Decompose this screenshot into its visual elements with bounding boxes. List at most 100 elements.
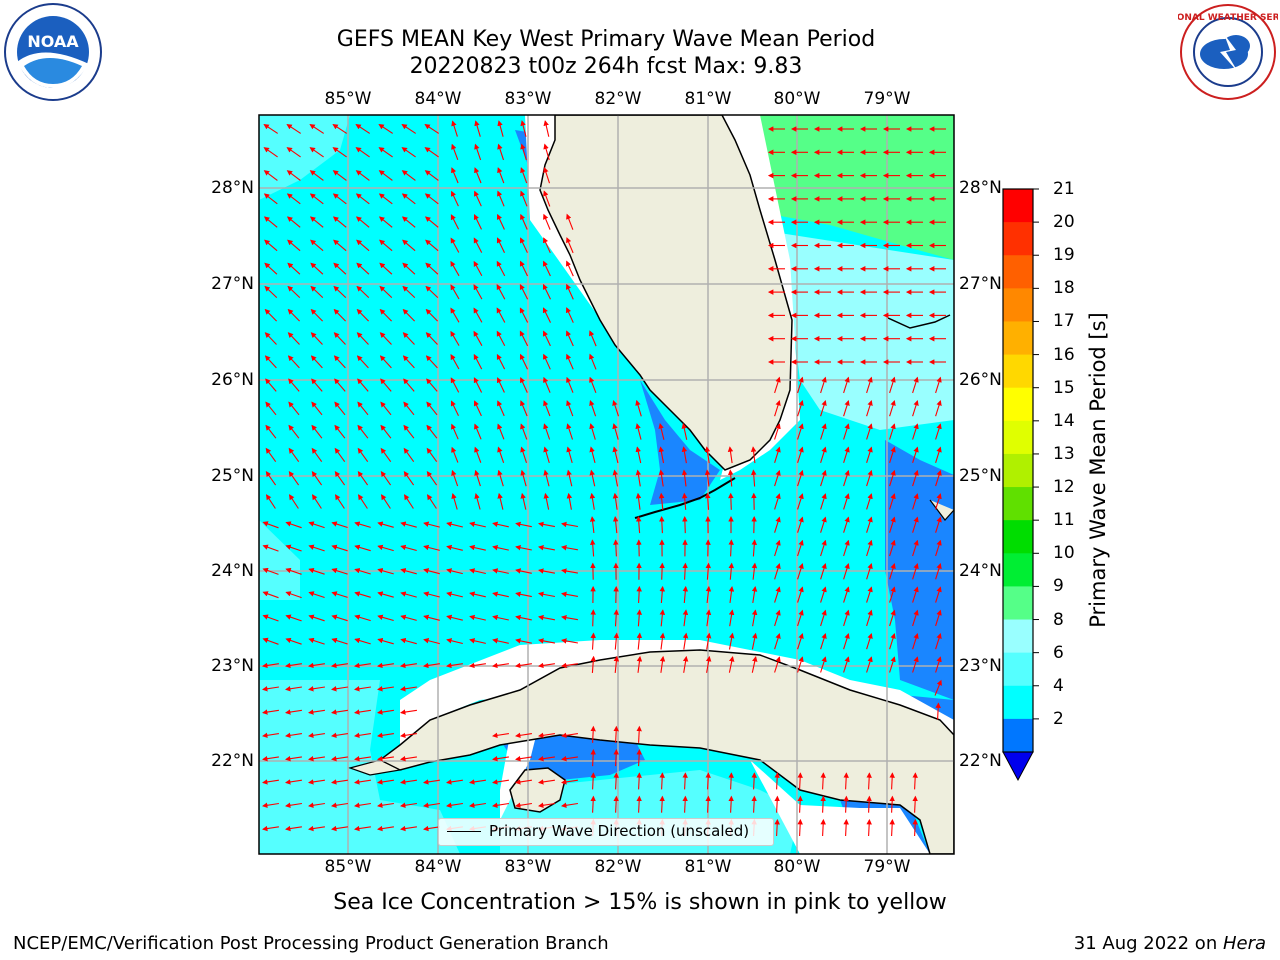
wave-arrow bbox=[265, 447, 277, 463]
colorbar-tick-label: 10 bbox=[1053, 543, 1075, 564]
wave-arrow bbox=[843, 772, 849, 790]
colorbar bbox=[1002, 188, 1039, 782]
bahamas-andros bbox=[929, 499, 954, 521]
wave-arrow bbox=[496, 237, 505, 253]
wave-arrow bbox=[331, 544, 348, 552]
colorbar-segment bbox=[1003, 255, 1033, 289]
wave-arrow bbox=[705, 492, 711, 510]
wave-arrow bbox=[561, 568, 578, 574]
wave-arrow bbox=[331, 686, 348, 692]
wave-arrow bbox=[566, 492, 573, 510]
wave-arrow bbox=[843, 469, 850, 487]
wave-arrow bbox=[451, 120, 458, 137]
wave-arrow bbox=[538, 802, 555, 808]
wave-arrow bbox=[285, 709, 302, 715]
colorbar-tick-label: 6 bbox=[1053, 642, 1064, 663]
wave-arrow bbox=[377, 802, 394, 808]
wave-arrow bbox=[520, 120, 527, 137]
lat-label-right: 24°N bbox=[959, 561, 1002, 581]
wave-arrow bbox=[612, 492, 619, 510]
wave-arrow bbox=[333, 285, 347, 298]
wave-arrow bbox=[843, 818, 849, 837]
wave-arrow bbox=[450, 190, 459, 207]
wave-arrow bbox=[473, 237, 483, 253]
wave-arrow bbox=[635, 469, 642, 487]
wave-arrow bbox=[496, 213, 505, 230]
wave-arrow bbox=[750, 446, 757, 464]
wave-arrow bbox=[751, 632, 758, 650]
wave-arrow bbox=[400, 755, 417, 762]
wave-arrow bbox=[474, 167, 482, 184]
wave-arrow bbox=[935, 469, 942, 487]
wave-arrow bbox=[797, 376, 804, 394]
wave-arrow bbox=[285, 802, 302, 808]
wave-arrow bbox=[332, 193, 347, 205]
wave-arrow bbox=[425, 332, 438, 345]
wave-arrow bbox=[912, 399, 919, 417]
lat-label-right: 28°N bbox=[959, 178, 1002, 198]
wave-arrow bbox=[843, 446, 850, 463]
wave-arrow bbox=[889, 795, 895, 813]
wave-arrow bbox=[659, 632, 666, 650]
wave-arrow bbox=[935, 516, 942, 533]
wave-arrow bbox=[912, 586, 919, 603]
wave-arrow bbox=[566, 423, 574, 440]
colorbar-tick-label: 15 bbox=[1053, 377, 1075, 398]
wave-arrow bbox=[380, 470, 392, 486]
lat-label-left: 25°N bbox=[211, 466, 254, 486]
wave-arrow bbox=[797, 493, 804, 510]
wave-arrow bbox=[309, 193, 324, 205]
wave-arrow bbox=[935, 586, 942, 603]
wave-arrow bbox=[519, 353, 528, 370]
wave-arrow bbox=[935, 609, 942, 627]
wave-arrow bbox=[263, 193, 278, 205]
wave-arrow bbox=[682, 562, 688, 580]
wave-arrow bbox=[423, 779, 440, 785]
wave-arrow bbox=[797, 423, 804, 440]
wave-arrow bbox=[423, 544, 440, 551]
wave-arrow bbox=[426, 401, 438, 416]
wave-arrow bbox=[866, 795, 872, 813]
wave-arrow bbox=[589, 399, 597, 417]
wave-arrow bbox=[423, 802, 440, 808]
wave-arrow bbox=[286, 170, 301, 181]
wave-arrow bbox=[357, 424, 369, 439]
wave-arrow bbox=[497, 446, 505, 463]
wave-arrow bbox=[356, 239, 370, 252]
wave-arrow bbox=[308, 662, 325, 669]
wave-arrow bbox=[843, 656, 850, 673]
wave-arrow bbox=[704, 446, 711, 464]
wave-arrow bbox=[262, 779, 279, 785]
chart-title: GEFS MEAN Key West Primary Wave Mean Per… bbox=[336, 27, 876, 52]
wave-arrow bbox=[469, 662, 486, 669]
wave-arrow bbox=[843, 539, 850, 557]
wave-arrow bbox=[751, 656, 758, 673]
wave-arrow bbox=[820, 818, 826, 837]
wave-arrow bbox=[492, 544, 509, 551]
wave-arrow bbox=[310, 308, 323, 322]
wave-arrow bbox=[354, 568, 371, 575]
wave-arrow bbox=[473, 260, 483, 277]
wave-arrow bbox=[423, 568, 440, 575]
wave-arrow bbox=[866, 516, 873, 533]
wave-arrow bbox=[515, 568, 532, 574]
wave-arrow bbox=[542, 260, 551, 277]
lon-label-bottom: 85°W bbox=[324, 857, 372, 877]
wave-arrow bbox=[561, 591, 578, 598]
wave-arrow bbox=[288, 494, 299, 509]
wave-arrow bbox=[469, 568, 486, 575]
wave-arrow bbox=[866, 656, 873, 673]
wave-arrow bbox=[450, 284, 460, 300]
wave-arrow bbox=[866, 772, 872, 790]
wave-arrow bbox=[497, 400, 505, 417]
colorbar-segment bbox=[1003, 288, 1033, 322]
wave-arrow bbox=[681, 469, 688, 487]
wave-arrow bbox=[311, 424, 323, 439]
wave-arrow bbox=[912, 563, 919, 580]
wave-arrow bbox=[496, 353, 506, 370]
wave-arrow bbox=[288, 470, 300, 486]
lat-label-right: 27°N bbox=[959, 274, 1002, 294]
wave-arrow bbox=[354, 709, 371, 715]
chart-subtitle-forecast: 20220823 t00z 264h fcst Max: 9.83 bbox=[409, 54, 803, 79]
